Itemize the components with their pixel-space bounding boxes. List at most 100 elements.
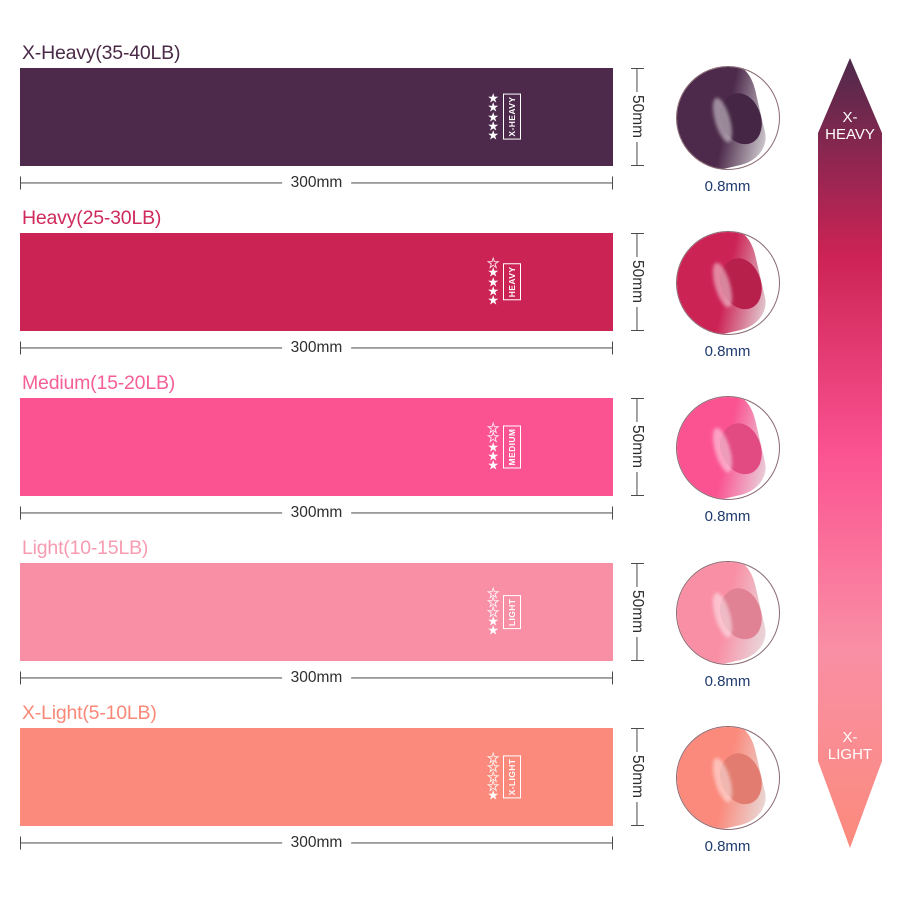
sticker-label-heavy: HEAVY	[503, 263, 521, 301]
star-rating-x-light: ★ ★ ★ ★ ★	[487, 750, 500, 804]
dimension-cap-left	[20, 671, 22, 685]
arrow-bottom-label-line1: X-	[842, 729, 858, 746]
star-filled-icon: ★	[487, 458, 499, 474]
height-dimension-label: 50mm	[628, 422, 646, 472]
dimension-cap-left	[20, 836, 22, 850]
star-outline-icon: ★	[487, 750, 500, 766]
star-outline-icon: ★	[487, 585, 500, 601]
height-dimension-x-heavy: 50mm	[622, 68, 652, 166]
band-bar-x-heavy: ★ ★ ★ ★ ★ X-HEAVY	[20, 68, 613, 166]
star-rating-x-heavy: ★ ★ ★ ★ ★	[487, 90, 499, 144]
height-dimension-label: 50mm	[628, 92, 646, 142]
star-filled-icon: ★	[487, 109, 499, 125]
band-title-x-heavy: X-Heavy(35-40LB)	[22, 42, 181, 64]
width-dimension-label: 300mm	[281, 174, 352, 192]
band-title-heavy: Heavy(25-30LB)	[22, 207, 162, 229]
star-filled-icon: ★	[487, 439, 499, 455]
width-dimension-heavy: 300mm	[20, 339, 613, 357]
sticker-label-x-light: X-LIGHT	[503, 755, 521, 799]
thickness-label-heavy: 0.8mm	[704, 343, 751, 360]
star-filled-icon: ★	[487, 90, 499, 106]
thickness-label-x-light: 0.8mm	[704, 838, 751, 855]
height-dimension-x-light: 50mm	[622, 728, 652, 826]
thickness-item-heavy: 0.8mm	[665, 231, 790, 360]
thickness-label-x-heavy: 0.8mm	[704, 178, 751, 195]
band-sticker-x-heavy: ★ ★ ★ ★ ★ X-HEAVY	[487, 90, 521, 144]
dimension-cap-right	[611, 176, 613, 190]
dimension-cap-right	[611, 836, 613, 850]
dimension-cap-right	[611, 671, 613, 685]
band-bar-light: ★ ★ ★ ★ ★ LIGHT	[20, 563, 613, 661]
width-dimension-label: 300mm	[281, 669, 352, 687]
thickness-closeup-x-heavy	[675, 66, 780, 170]
star-outline-icon: ★	[487, 769, 500, 785]
star-outline-icon: ★	[487, 255, 500, 271]
star-filled-icon: ★	[487, 274, 499, 290]
dimension-cap-right	[611, 341, 613, 355]
height-dimension-heavy: 50mm	[622, 233, 652, 331]
band-sticker-medium: ★ ★ ★ ★ ★ MEDIUM	[487, 420, 521, 474]
star-outline-icon: ★	[487, 604, 500, 620]
dimension-cap-right	[611, 506, 613, 520]
star-filled-icon: ★	[487, 623, 499, 639]
band-sticker-x-light: ★ ★ ★ ★ ★ X-LIGHT	[487, 750, 521, 804]
dimension-cap-left	[20, 341, 22, 355]
thickness-item-x-light: 0.8mm	[665, 726, 790, 855]
star-rating-heavy: ★ ★ ★ ★ ★	[487, 255, 500, 309]
thickness-closeup-medium	[675, 396, 780, 500]
star-filled-icon: ★	[487, 448, 499, 464]
band-bar-medium: ★ ★ ★ ★ ★ MEDIUM	[20, 398, 613, 496]
star-filled-icon: ★	[487, 788, 499, 804]
star-outline-icon: ★	[487, 429, 500, 445]
thickness-item-x-heavy: 0.8mm	[665, 66, 790, 195]
resistance-gradient-arrow: X- HEAVY X- LIGHT	[818, 58, 882, 848]
sticker-label-medium: MEDIUM	[503, 425, 521, 469]
star-filled-icon: ★	[487, 128, 499, 144]
arrow-top-label-line2: HEAVY	[825, 125, 875, 143]
star-outline-icon: ★	[487, 420, 500, 436]
sticker-label-x-heavy: X-HEAVY	[503, 94, 521, 140]
thickness-label-medium: 0.8mm	[704, 508, 751, 525]
star-outline-icon: ★	[487, 594, 500, 610]
star-rating-medium: ★ ★ ★ ★ ★	[487, 420, 500, 474]
arrow-shaft	[818, 58, 882, 848]
dimension-cap-left	[20, 176, 22, 190]
width-dimension-light: 300mm	[20, 669, 613, 687]
height-dimension-light: 50mm	[622, 563, 652, 661]
thickness-closeup-light	[675, 561, 780, 665]
band-bar-heavy: ★ ★ ★ ★ ★ HEAVY	[20, 233, 613, 331]
height-dimension-label: 50mm	[628, 587, 646, 637]
band-title-medium: Medium(15-20LB)	[22, 372, 176, 394]
band-title-x-light: X-Light(5-10LB)	[22, 702, 157, 724]
height-dimension-label: 50mm	[628, 257, 646, 307]
arrow-top-label-line1: X-	[842, 109, 858, 126]
width-dimension-x-heavy: 300mm	[20, 174, 613, 192]
star-rating-light: ★ ★ ★ ★ ★	[487, 585, 500, 639]
height-dimension-medium: 50mm	[622, 398, 652, 496]
star-filled-icon: ★	[487, 283, 499, 299]
width-dimension-x-light: 300mm	[20, 834, 613, 852]
thickness-label-light: 0.8mm	[704, 673, 751, 690]
arrow-top-label: X- HEAVY	[818, 109, 882, 144]
star-filled-icon: ★	[487, 293, 499, 309]
sticker-label-light: LIGHT	[503, 595, 521, 629]
width-dimension-label: 300mm	[281, 834, 352, 852]
band-bar-x-light: ★ ★ ★ ★ ★ X-LIGHT	[20, 728, 613, 826]
thickness-closeup-heavy	[675, 231, 780, 335]
arrow-bottom-label: X- LIGHT	[818, 729, 882, 764]
band-sticker-heavy: ★ ★ ★ ★ ★ HEAVY	[487, 255, 521, 309]
star-outline-icon: ★	[487, 759, 500, 775]
thickness-item-medium: 0.8mm	[665, 396, 790, 525]
thickness-item-light: 0.8mm	[665, 561, 790, 690]
height-dimension-label: 50mm	[628, 752, 646, 802]
star-filled-icon: ★	[487, 264, 499, 280]
dimension-cap-left	[20, 506, 22, 520]
width-dimension-label: 300mm	[281, 339, 352, 357]
band-sticker-light: ★ ★ ★ ★ ★ LIGHT	[487, 585, 521, 639]
band-title-light: Light(10-15LB)	[22, 537, 149, 559]
star-outline-icon: ★	[487, 778, 500, 794]
star-filled-icon: ★	[487, 613, 499, 629]
width-dimension-label: 300mm	[281, 504, 352, 522]
thickness-closeup-x-light	[675, 726, 780, 830]
